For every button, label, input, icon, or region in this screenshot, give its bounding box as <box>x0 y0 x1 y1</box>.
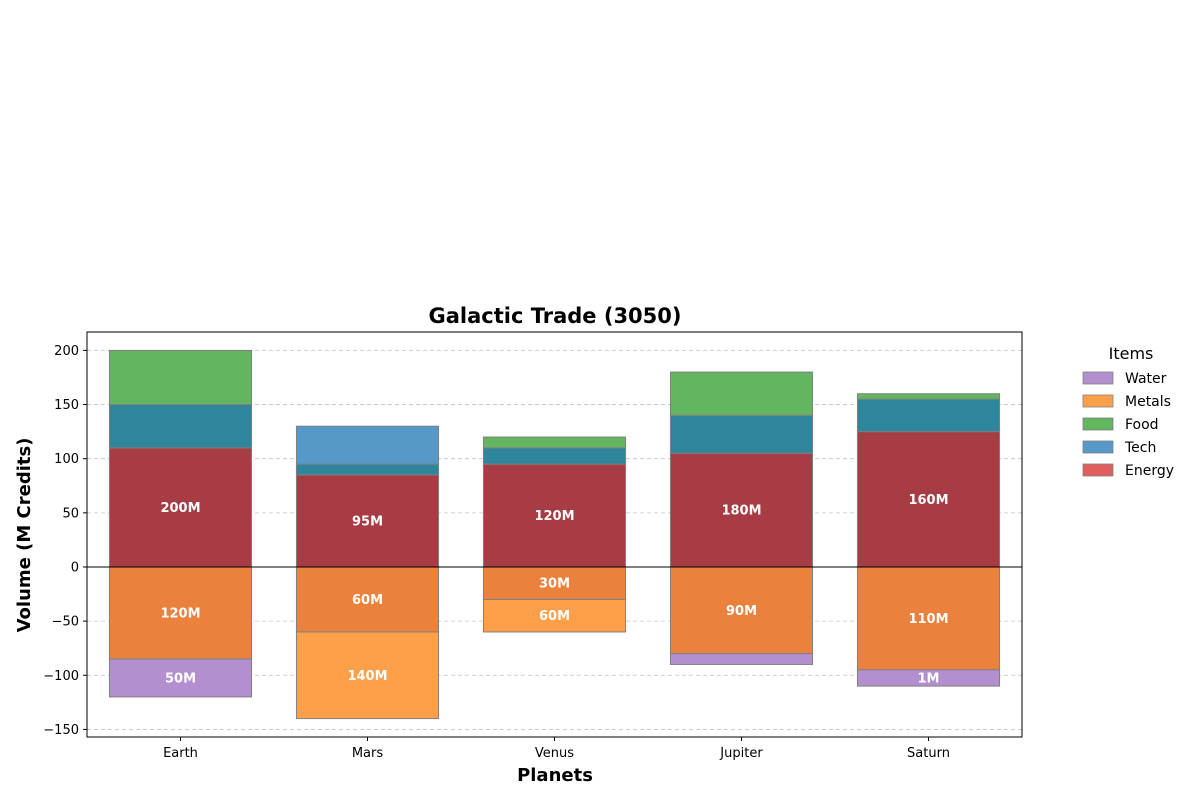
bar-data-label: 30M <box>539 577 570 592</box>
legend-swatch <box>1082 463 1114 477</box>
bar-segment <box>669 566 814 655</box>
y-tick-label: −100 <box>43 669 79 684</box>
y-ticks: −150 −100 −50 0 50 100 150 200 <box>43 344 87 738</box>
bar-segment <box>108 349 253 406</box>
bar-segment <box>482 598 627 633</box>
bar-segment <box>295 463 440 476</box>
legend-swatch <box>1082 440 1114 454</box>
x-tick-label: Mars <box>352 746 384 761</box>
y-tick-label: 0 <box>71 560 79 575</box>
bar-segment <box>108 658 253 698</box>
x-tick-label: Venus <box>535 746 574 761</box>
bar-segment <box>669 653 814 665</box>
legend-swatch <box>1082 371 1114 385</box>
bar-data-label: 180M <box>721 504 761 519</box>
bar-segment <box>669 414 814 454</box>
x-tick-label: Saturn <box>907 746 950 761</box>
legend-label: Energy <box>1125 463 1174 479</box>
legend-label: Water <box>1125 371 1167 387</box>
bar-segment <box>856 393 1001 400</box>
legend-label: Tech <box>1124 440 1156 456</box>
bar-data-label: 200M <box>160 501 200 516</box>
legend-label: Metals <box>1125 394 1171 410</box>
chart-title: Galactic Trade (3050) <box>429 304 682 328</box>
y-tick-label: 100 <box>54 452 79 467</box>
bar-data-label: 50M <box>165 671 196 686</box>
bar-segment <box>295 474 440 568</box>
bar-segment <box>856 669 1001 687</box>
bar-data-label: 140M <box>347 669 387 684</box>
legend-label: Food <box>1125 417 1159 433</box>
bar-segment <box>482 447 627 465</box>
bar-segment <box>295 425 440 465</box>
x-axis-label: Planets <box>517 765 593 786</box>
bar-segment <box>482 436 627 449</box>
x-tick-label: Earth <box>163 746 198 761</box>
bar-segment <box>482 566 627 600</box>
bar-data-label: 60M <box>352 593 383 608</box>
y-tick-label: −50 <box>52 615 79 630</box>
bar-data-label: 120M <box>534 509 574 524</box>
bars <box>108 349 1001 720</box>
y-tick-label: 150 <box>54 398 79 413</box>
bar-segment <box>856 398 1001 433</box>
bar-segment <box>295 566 440 633</box>
bar-data-label: 90M <box>726 604 757 619</box>
bar-segment <box>108 447 253 568</box>
bar-segment <box>856 431 1001 568</box>
x-ticks: Earth Mars Venus Jupiter Saturn <box>163 737 950 761</box>
bar-segment <box>669 371 814 416</box>
bar-segment <box>856 566 1001 671</box>
y-tick-label: 50 <box>62 506 79 521</box>
y-tick-label: −150 <box>43 723 79 738</box>
bar-segment <box>482 463 627 568</box>
y-axis-label: Volume (M Credits) <box>14 438 35 633</box>
bar-data-label: 1M <box>918 671 940 686</box>
bar-data-label: 160M <box>908 493 948 508</box>
x-tick-label: Jupiter <box>719 746 763 761</box>
legend: Items Water Metals Food Tech Energy <box>1082 344 1174 479</box>
bar-segment <box>108 404 253 449</box>
bar-segment <box>669 452 814 568</box>
legend-swatch <box>1082 417 1114 431</box>
legend-swatch <box>1082 394 1114 408</box>
bar-data-label: 60M <box>539 609 570 624</box>
legend-title: Items <box>1109 344 1154 363</box>
data-labels: 200M 120M 50M 95M 60M 140M 120M 30M 60M 180M 90M 16… <box>160 493 948 687</box>
bar-data-label: 110M <box>908 612 948 627</box>
bar-data-label: 95M <box>352 514 383 529</box>
bar-segment <box>295 631 440 720</box>
y-tick-label: 200 <box>54 344 79 359</box>
bar-data-label: 120M <box>160 607 200 622</box>
